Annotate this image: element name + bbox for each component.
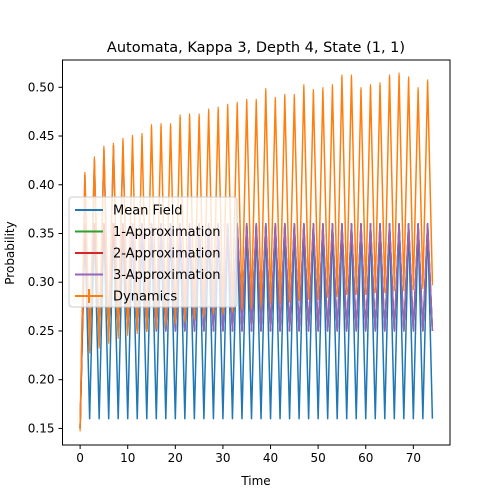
- legend-box: [68, 196, 238, 308]
- x-tick-label: 30: [215, 451, 230, 465]
- x-tick-label: 50: [310, 451, 325, 465]
- y-axis-label: Probability: [3, 221, 17, 284]
- chart-title: Automata, Kappa 3, Depth 4, State (1, 1): [107, 40, 405, 56]
- y-tick-label: 0.40: [28, 178, 55, 192]
- y-tick-label: 0.50: [28, 80, 55, 94]
- legend-label: Dynamics: [113, 290, 177, 305]
- x-axis-label: Time: [240, 474, 270, 488]
- x-tick-label: 60: [358, 451, 373, 465]
- plot-frame: [62, 59, 451, 446]
- x-tick-label: 20: [168, 451, 183, 465]
- x-axis-ticks: 0 10 20 30 40 50 60 70: [76, 445, 421, 465]
- legend-label: Mean Field: [113, 204, 183, 219]
- x-tick-label: 70: [406, 451, 421, 465]
- y-tick-label: 0.20: [28, 373, 55, 387]
- y-tick-label: 0.25: [28, 324, 55, 338]
- y-tick-label: 0.45: [28, 129, 55, 143]
- legend: Mean Field 1-Approximation 2-Approximation…: [68, 196, 238, 308]
- y-tick-label: 0.35: [28, 226, 55, 240]
- legend-label: 2-Approximation: [113, 247, 221, 262]
- y-tick-label: 0.15: [28, 421, 55, 435]
- legend-label: 1-Approximation: [113, 225, 221, 240]
- y-tick-label: 0.30: [28, 275, 55, 289]
- x-tick-label: 40: [263, 451, 278, 465]
- x-tick-label: 10: [120, 451, 135, 465]
- x-tick-label: 0: [76, 451, 84, 465]
- y-axis-ticks: 0.15 0.20 0.25 0.30 0.35 0.40 0.45 0.50: [28, 80, 63, 435]
- legend-label: 3-Approximation: [113, 268, 221, 283]
